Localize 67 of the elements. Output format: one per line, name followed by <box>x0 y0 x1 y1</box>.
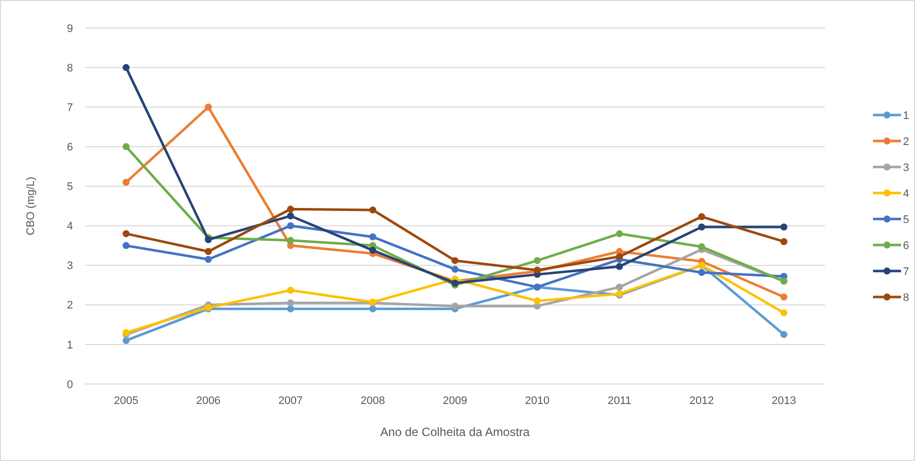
point <box>287 212 294 220</box>
point <box>204 104 212 111</box>
point <box>369 305 376 312</box>
point <box>369 206 376 214</box>
point <box>287 305 294 312</box>
point <box>122 336 130 344</box>
point <box>369 246 376 254</box>
point <box>287 286 294 294</box>
y-tick-label: 6 <box>66 142 73 154</box>
point <box>780 223 788 230</box>
x-tick-label: 2009 <box>442 395 468 407</box>
x-tick-label: 2011 <box>608 395 632 407</box>
point <box>780 331 788 338</box>
point <box>698 223 706 230</box>
point <box>122 242 130 250</box>
point <box>616 284 623 291</box>
legend-label: 1 <box>903 110 910 122</box>
x-tick-label: 2006 <box>196 395 221 407</box>
point <box>287 299 294 306</box>
point <box>698 213 706 220</box>
point <box>780 293 788 300</box>
x-tick-label: 2005 <box>114 395 138 407</box>
x-tick-label: 2013 <box>772 395 796 407</box>
point <box>616 263 623 270</box>
x-tick-label: 2008 <box>360 395 386 407</box>
x-tick-label: 2012 <box>689 395 714 407</box>
point <box>452 257 458 264</box>
point <box>452 266 458 273</box>
x-tick-label: 2007 <box>278 395 303 407</box>
y-tick-label: 2 <box>66 300 73 312</box>
y-tick-label: 3 <box>66 260 73 272</box>
point <box>204 256 212 263</box>
point <box>452 302 458 310</box>
point <box>122 143 130 150</box>
point <box>698 268 706 276</box>
point <box>122 230 130 238</box>
x-axis-title: Ano de Colheita da Amostra <box>380 425 530 439</box>
point <box>122 178 130 186</box>
legend-label: 8 <box>903 292 910 304</box>
point <box>287 206 294 213</box>
y-tick-label: 9 <box>66 22 73 35</box>
point <box>369 233 376 240</box>
legend-label: 3 <box>903 162 910 174</box>
y-tick-label: 1 <box>66 339 73 352</box>
point <box>616 230 623 238</box>
legend-label: 5 <box>903 214 910 226</box>
point <box>616 253 623 260</box>
y-tick-label: 4 <box>66 220 73 233</box>
point <box>534 257 541 264</box>
legend-label: 4 <box>903 188 910 200</box>
point <box>122 64 130 72</box>
point <box>780 238 788 246</box>
point <box>698 243 706 250</box>
point <box>204 248 212 255</box>
y-tick-label: 8 <box>66 62 73 74</box>
y-tick-label: 7 <box>66 102 73 114</box>
legend-label: 6 <box>903 240 910 252</box>
y-tick-label: 5 <box>66 181 73 194</box>
y-tick-label: 0 <box>66 378 73 391</box>
point <box>287 236 294 244</box>
x-tick-label: 2010 <box>524 395 550 407</box>
point <box>534 297 541 304</box>
point <box>780 309 788 316</box>
legend-label: 2 <box>903 136 910 148</box>
y-axis-title: CBO (mg/L) <box>25 176 37 236</box>
point <box>287 222 294 230</box>
legend-label: 7 <box>903 266 910 278</box>
